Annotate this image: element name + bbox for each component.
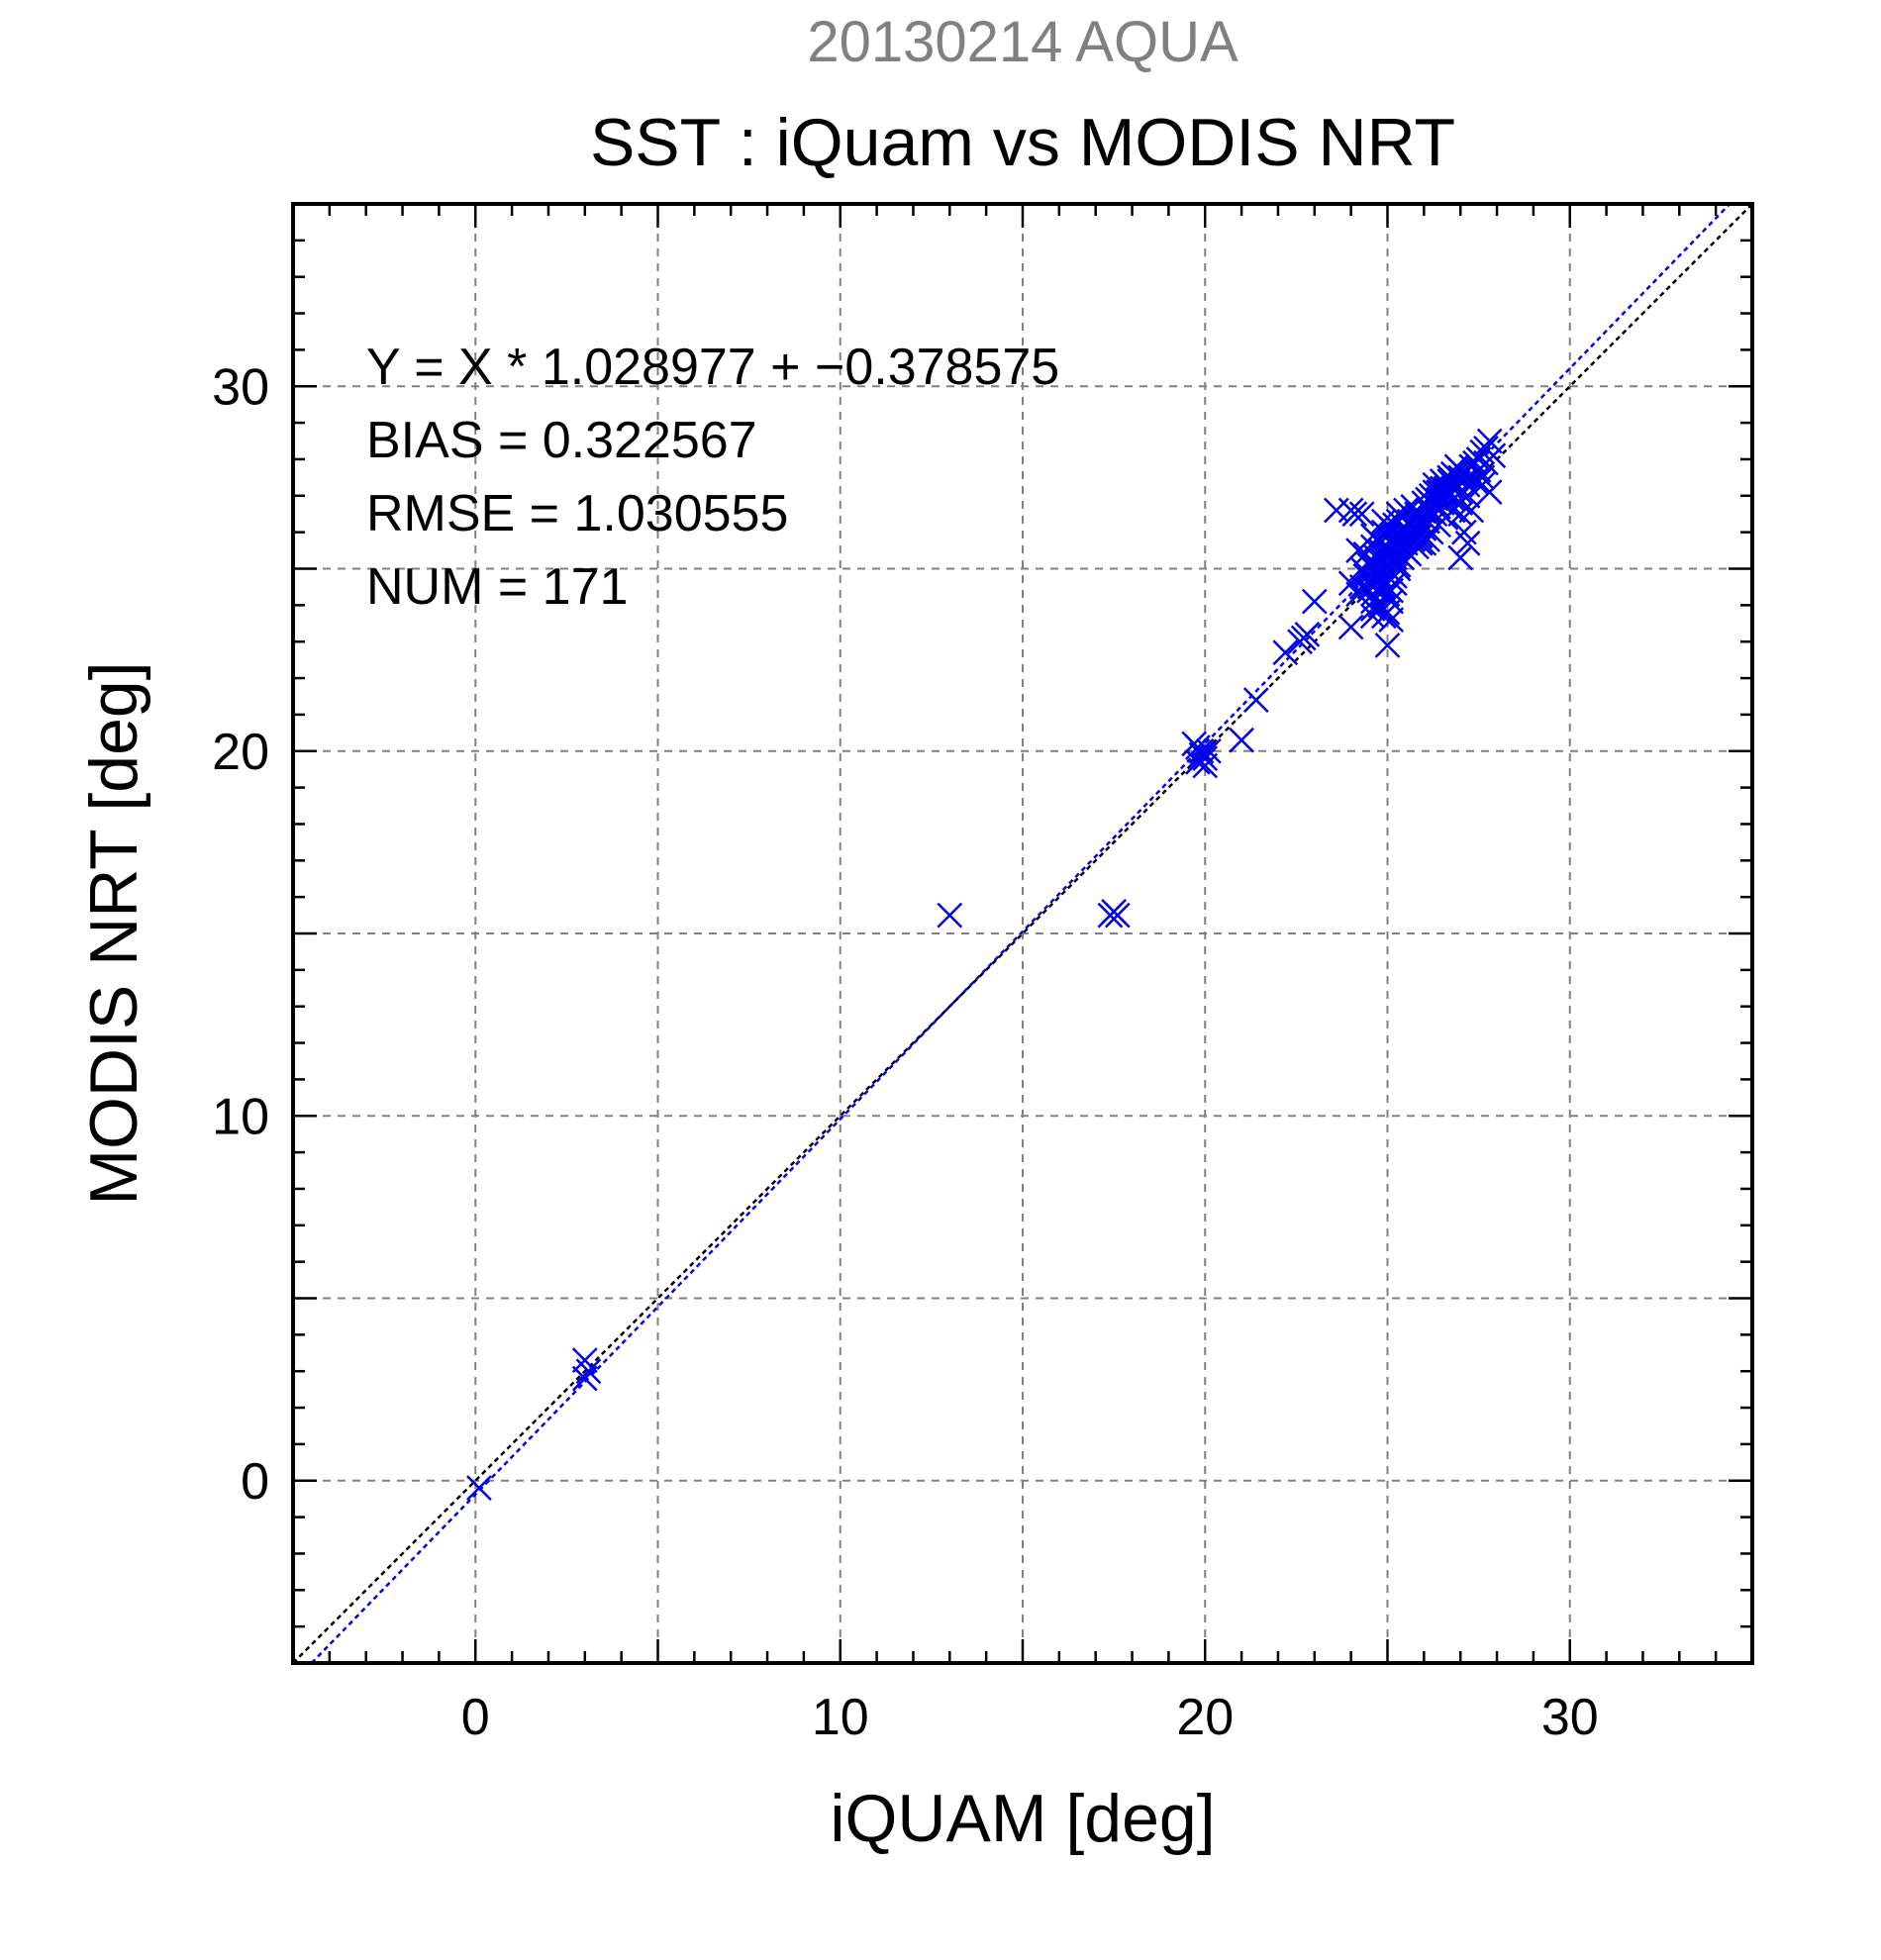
data-point bbox=[1359, 523, 1386, 549]
data-point bbox=[1348, 501, 1375, 528]
data-point bbox=[1447, 501, 1474, 528]
data-point bbox=[1337, 614, 1364, 640]
fit-line bbox=[310, 204, 1732, 1663]
data-point bbox=[1447, 479, 1474, 505]
reference-lines bbox=[293, 204, 1752, 1663]
data-point bbox=[1352, 540, 1379, 567]
data-point bbox=[1411, 530, 1437, 556]
x-axis-label: iQUAM [deg] bbox=[830, 1781, 1215, 1856]
data-point bbox=[1426, 493, 1451, 520]
data-point bbox=[937, 902, 963, 929]
stats-bias: BIAS = 0.322567 bbox=[366, 412, 757, 469]
data-point bbox=[1378, 607, 1405, 633]
data-points bbox=[466, 428, 1507, 1502]
stats-num: NUM = 171 bbox=[366, 558, 628, 616]
x-tick-label: 20 bbox=[1176, 1689, 1234, 1746]
grid-lines bbox=[293, 204, 1752, 1663]
data-point bbox=[1196, 737, 1222, 764]
data-point bbox=[1462, 468, 1488, 494]
data-point bbox=[1104, 902, 1131, 929]
data-point bbox=[575, 1358, 602, 1385]
plot-frame bbox=[291, 202, 1754, 1665]
data-point bbox=[571, 1365, 598, 1392]
y-tick-label: 20 bbox=[212, 724, 269, 781]
data-point bbox=[1370, 508, 1397, 535]
data-point bbox=[1352, 562, 1379, 589]
tick-labels: 0 10 20 30 0 10 20 30 bbox=[212, 358, 1599, 1746]
y-tick-label: 0 bbox=[241, 1453, 269, 1511]
data-point bbox=[1348, 555, 1375, 582]
data-point bbox=[1374, 633, 1401, 658]
y-axis-label: MODIS NRT [deg] bbox=[76, 661, 151, 1205]
chart-title: SST : iQuam vs MODIS NRT bbox=[590, 105, 1455, 180]
data-point bbox=[1097, 902, 1124, 929]
stats-rmse: RMSE = 1.030555 bbox=[366, 485, 788, 542]
data-point bbox=[1378, 577, 1405, 604]
data-point bbox=[1337, 570, 1364, 597]
y-tick-label: 30 bbox=[212, 358, 269, 416]
stats-box: Y = X * 1.028977 + −0.378575 BIAS = 0.32… bbox=[366, 339, 1059, 616]
data-point bbox=[1447, 490, 1474, 517]
data-point bbox=[1473, 449, 1499, 476]
stats-equation: Y = X * 1.028977 + −0.378575 bbox=[366, 339, 1059, 396]
x-tick-label: 30 bbox=[1541, 1689, 1599, 1746]
data-point bbox=[1476, 479, 1503, 505]
chart-supertitle: 20130214 AQUA bbox=[807, 10, 1238, 74]
identity-line bbox=[293, 204, 1752, 1663]
data-point bbox=[1469, 464, 1496, 491]
data-point bbox=[1454, 530, 1481, 556]
y-tick-label: 10 bbox=[212, 1088, 269, 1145]
data-point bbox=[466, 1475, 492, 1502]
data-point bbox=[1242, 687, 1269, 714]
x-tick-label: 0 bbox=[461, 1689, 490, 1746]
data-point bbox=[1188, 741, 1215, 768]
data-point bbox=[1229, 727, 1254, 753]
data-point bbox=[1381, 523, 1408, 549]
data-point bbox=[1476, 428, 1503, 454]
data-point bbox=[1290, 625, 1317, 651]
data-point bbox=[1324, 497, 1349, 524]
data-point bbox=[1301, 588, 1328, 615]
data-point bbox=[1272, 639, 1299, 666]
data-point bbox=[1370, 603, 1397, 630]
data-point bbox=[1418, 497, 1444, 524]
data-point bbox=[1447, 544, 1474, 571]
x-tick-label: 10 bbox=[812, 1689, 869, 1746]
